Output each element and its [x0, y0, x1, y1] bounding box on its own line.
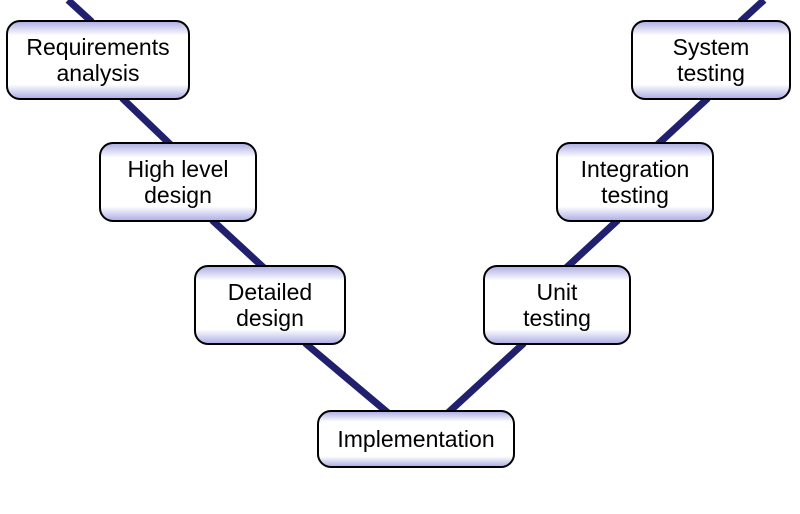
- node-integration-testing: Integration testing: [556, 142, 714, 222]
- edge-integration-to-system: [656, 98, 708, 146]
- node-label: Unit testing: [523, 279, 591, 332]
- node-label: Implementation: [337, 426, 494, 452]
- node-label: Detailed design: [228, 279, 312, 332]
- edge-out-of-system-top: [740, 0, 764, 22]
- v-model-diagram: Requirements analysis High level design …: [0, 0, 800, 514]
- node-high-level-design: High level design: [99, 142, 257, 222]
- node-detailed-design: Detailed design: [194, 265, 346, 345]
- edge-requirements-to-highlevel: [122, 98, 172, 146]
- node-unit-testing: Unit testing: [483, 265, 631, 345]
- node-label: System testing: [673, 34, 750, 87]
- node-label: Integration testing: [581, 156, 690, 209]
- node-requirements-analysis: Requirements analysis: [6, 20, 190, 100]
- node-label: Requirements analysis: [26, 34, 169, 87]
- node-system-testing: System testing: [631, 20, 791, 100]
- node-implementation: Implementation: [317, 410, 515, 468]
- edge-unit-to-integration: [566, 220, 618, 268]
- edge-highlevel-to-detailed: [212, 220, 264, 268]
- edge-into-requirements-top: [68, 0, 92, 22]
- node-label: High level design: [128, 156, 229, 209]
